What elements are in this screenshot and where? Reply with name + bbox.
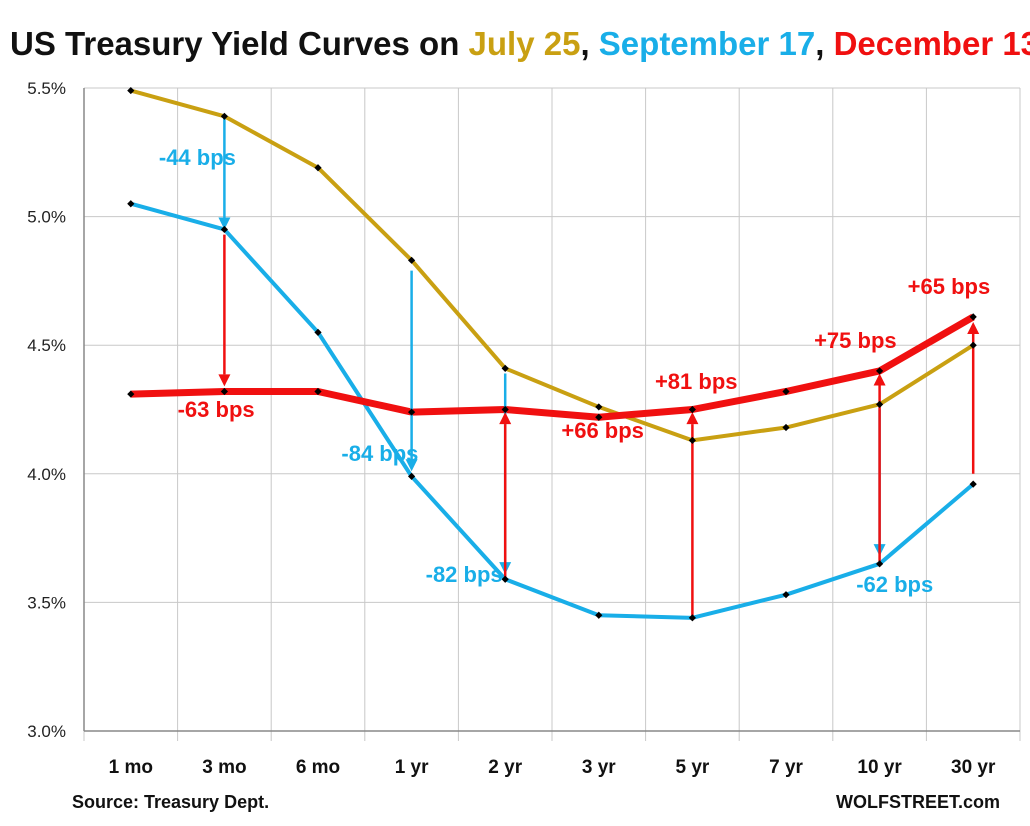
data-point — [688, 436, 696, 444]
x-tick-label: 1 yr — [395, 757, 429, 778]
x-tick-label: 5 yr — [675, 757, 709, 778]
series-lines — [130, 88, 975, 620]
y-tick-label: 4.5% — [27, 336, 66, 355]
x-tick-label: 3 yr — [582, 757, 616, 778]
bps-annotation: +81 bps — [655, 369, 738, 394]
data-point — [595, 611, 603, 619]
title-part-4: , — [815, 25, 833, 62]
annotations: -44 bps -63 bps -84 bps +66 bps -82 bps +81 b… — [159, 145, 990, 597]
change-arrow — [873, 373, 886, 562]
title-part-5: December 13 — [834, 25, 1030, 62]
x-tick-label: 10 yr — [857, 757, 902, 778]
title-part-1: July 25 — [469, 25, 581, 62]
bps-annotation: +65 bps — [908, 274, 991, 299]
bps-annotation: -62 bps — [856, 572, 933, 597]
data-point — [127, 200, 135, 208]
data-point — [408, 408, 416, 416]
bps-annotation: -82 bps — [426, 562, 503, 587]
bps-annotation: -63 bps — [178, 397, 255, 422]
change-arrow — [218, 234, 231, 387]
x-tick-label: 2 yr — [488, 757, 522, 778]
data-point — [408, 256, 416, 264]
chart-title: US Treasury Yield Curves on July 25, Sep… — [10, 25, 1030, 62]
change-arrow — [686, 412, 699, 618]
data-point — [314, 328, 322, 336]
change-arrow — [218, 116, 231, 230]
x-tick-label: 1 mo — [109, 757, 153, 778]
data-point — [782, 591, 790, 599]
data-point — [501, 405, 509, 414]
data-point — [314, 164, 322, 172]
bps-annotation: +75 bps — [814, 328, 897, 353]
data-point — [501, 575, 509, 583]
y-tick-label: 3.0% — [27, 722, 66, 741]
data-point — [969, 480, 977, 488]
data-point — [688, 405, 696, 414]
title-part-2: , — [580, 25, 598, 62]
data-point — [782, 387, 790, 396]
bps-annotation: -84 bps — [341, 441, 418, 466]
change-arrow — [499, 412, 512, 580]
y-axis: 3.0% 3.5% 4.0% 4.5% 5.0% 5.5% — [27, 79, 85, 741]
bps-annotation: -44 bps — [159, 145, 236, 170]
x-axis: 1 mo 3 mo 6 mo 1 yr 2 yr 3 yr 5 yr 7 yr 10 yr 30 … — [84, 730, 1020, 778]
x-tick-label: 3 mo — [202, 757, 246, 778]
series-line — [130, 201, 975, 620]
data-point — [876, 367, 884, 375]
data-point — [408, 472, 416, 480]
y-tick-label: 3.5% — [27, 593, 66, 612]
site-label: WOLFSTREET.com — [836, 792, 1000, 812]
data-point — [127, 86, 135, 95]
y-tick-label: 5.0% — [27, 208, 66, 227]
data-point — [969, 313, 977, 321]
data-points — [127, 86, 977, 622]
data-point — [782, 423, 790, 432]
series-line — [130, 88, 975, 443]
data-point — [595, 413, 603, 421]
x-tick-label: 30 yr — [951, 757, 996, 778]
data-point — [876, 400, 884, 408]
data-point — [501, 364, 509, 372]
y-tick-label: 4.0% — [27, 465, 66, 484]
data-point — [688, 614, 696, 622]
data-point — [220, 112, 228, 120]
title-part-3: September 17 — [599, 25, 815, 62]
data-point — [876, 560, 884, 568]
change-arrow — [405, 270, 418, 472]
change-arrows — [218, 116, 980, 618]
data-point — [127, 390, 135, 398]
y-tick-label: 5.5% — [27, 79, 66, 98]
data-point — [314, 387, 322, 396]
x-tick-label: 7 yr — [769, 757, 803, 778]
change-arrow — [967, 322, 980, 474]
source-label: Source: Treasury Dept. — [72, 792, 269, 812]
bps-annotation: +66 bps — [561, 418, 644, 443]
data-point — [220, 225, 228, 234]
x-tick-label: 6 mo — [296, 757, 340, 778]
title-part-0: US Treasury Yield Curves on — [10, 25, 469, 62]
series-line — [130, 313, 975, 421]
data-point — [969, 341, 977, 349]
data-point — [595, 403, 603, 411]
data-point — [220, 387, 228, 396]
